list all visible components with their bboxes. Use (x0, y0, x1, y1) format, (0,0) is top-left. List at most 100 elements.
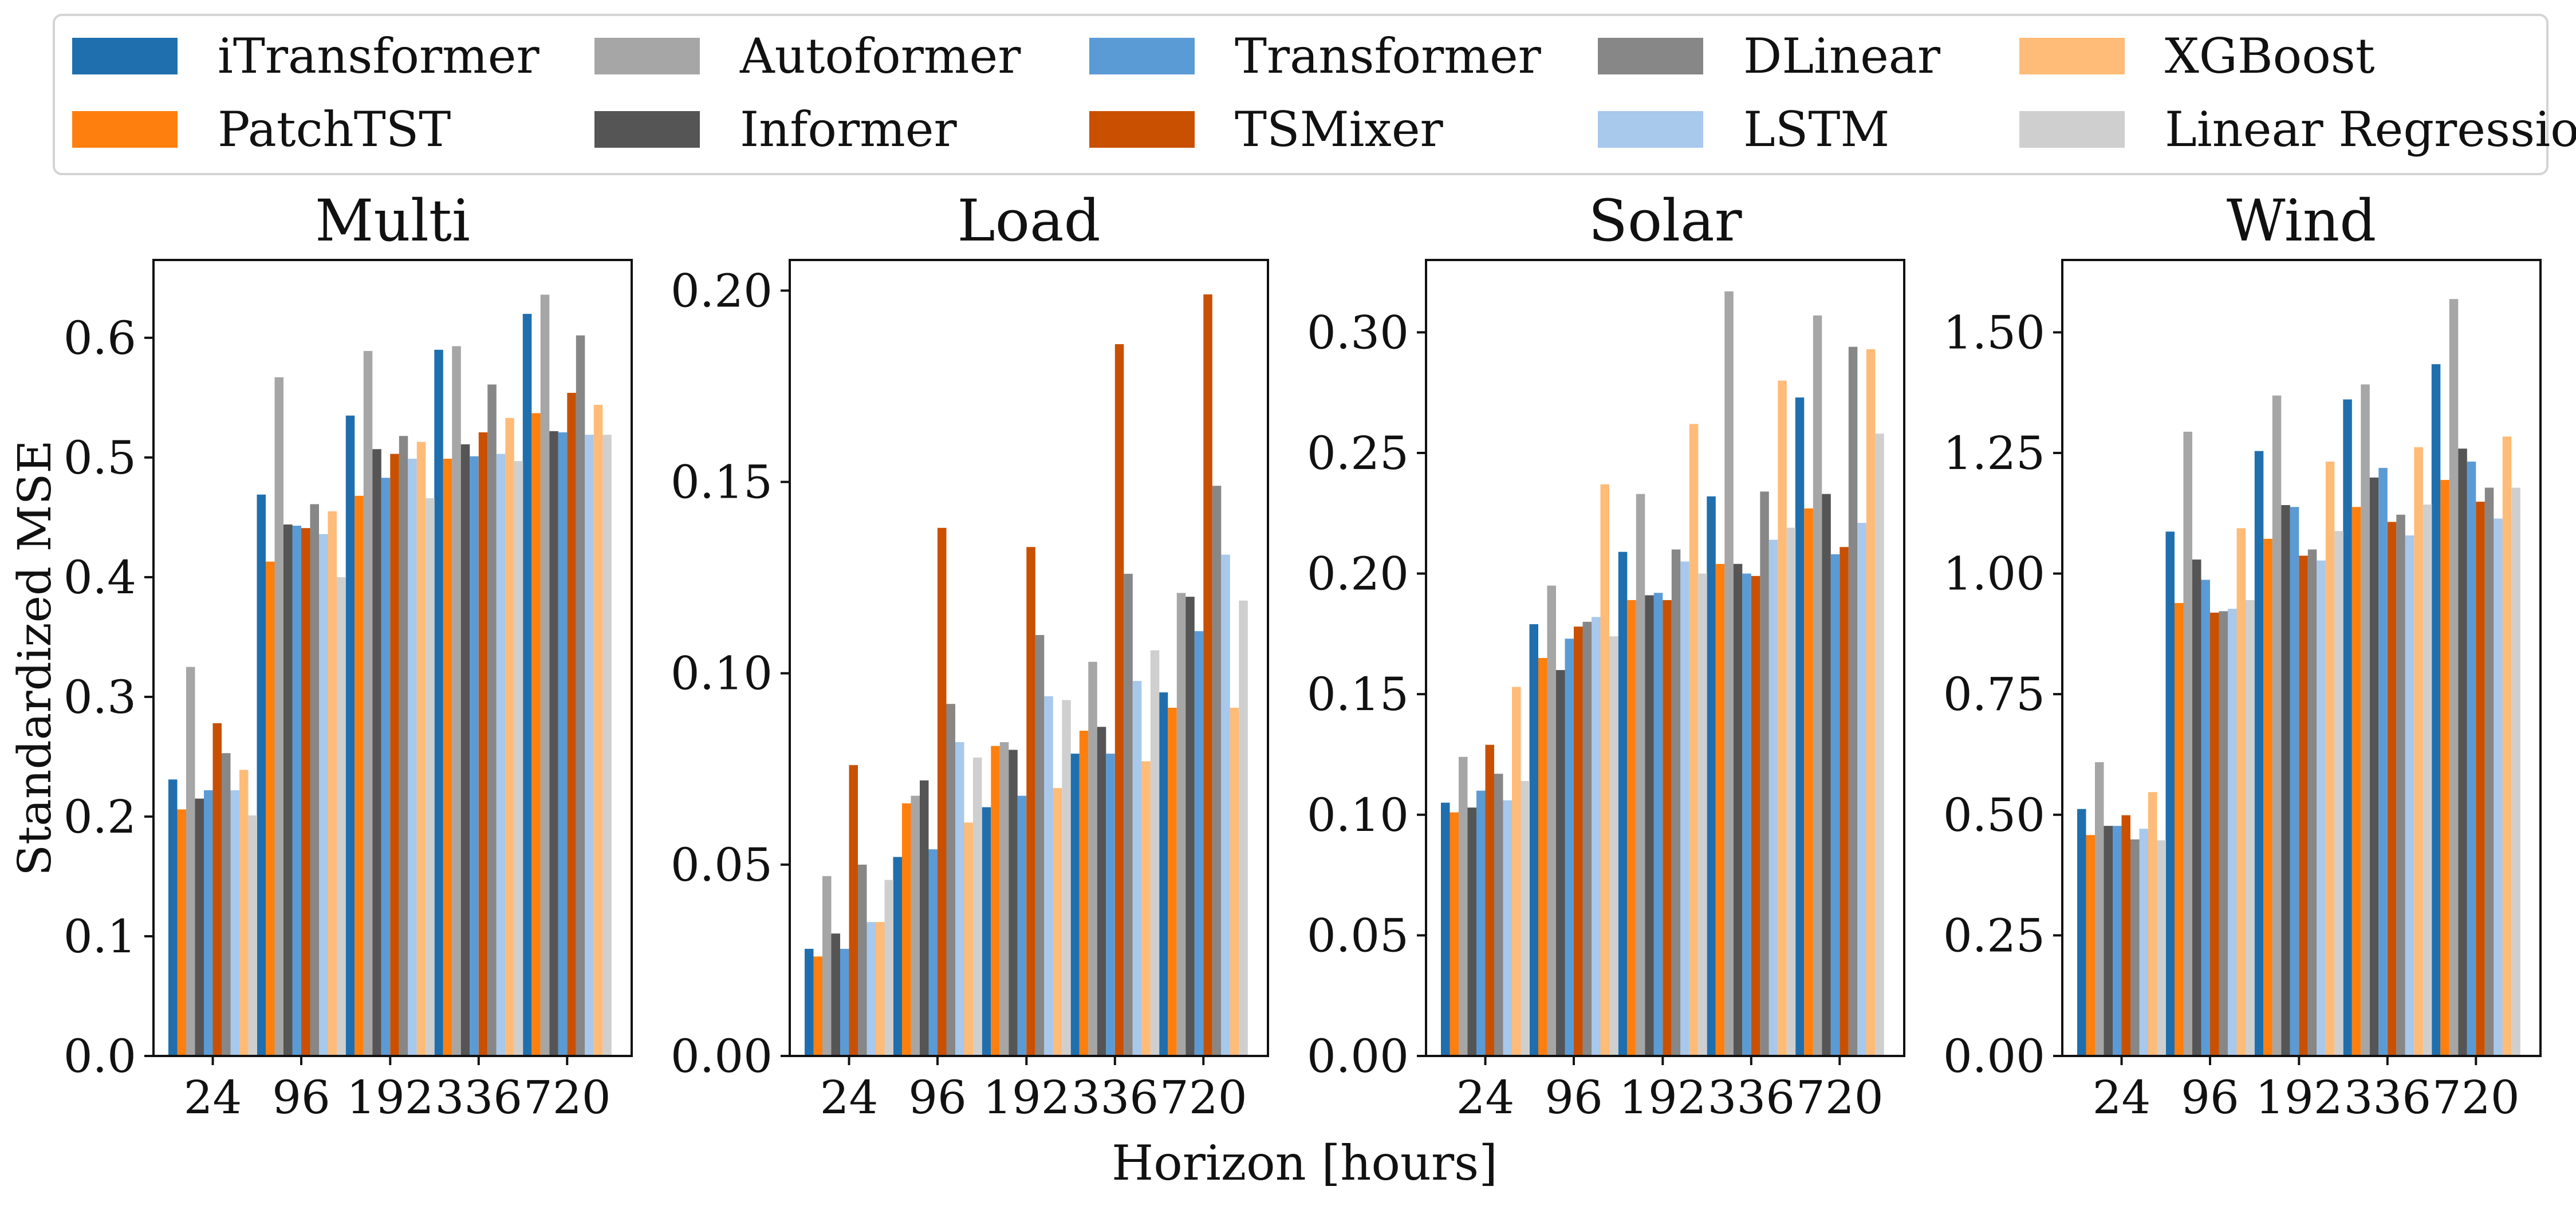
x-tick-label: 24 (2093, 1071, 2151, 1124)
x-tick-label: 96 (272, 1071, 330, 1124)
plot-frame (789, 259, 1269, 1057)
bar-patchtst (902, 803, 911, 1056)
bar-patchtst (1804, 508, 1813, 1056)
legend-label: LSTM (1743, 101, 1890, 157)
x-tick-label: 336 (1071, 1071, 1159, 1124)
bar-transformer (2201, 580, 2210, 1056)
x-tick-label: 720 (523, 1071, 611, 1124)
legend-item: Informer (594, 101, 957, 157)
panel-title: Load (957, 187, 1100, 254)
bar-dlinear (1671, 549, 1681, 1056)
bar-linear-regression (248, 815, 257, 1056)
bar-transformer (2467, 462, 2476, 1056)
bar-linear-regression (1150, 650, 1160, 1056)
bar-itransformer (168, 779, 178, 1056)
x-tick-label: 24 (1456, 1071, 1515, 1124)
bar-informer (195, 798, 204, 1056)
bar-xgboost (1053, 788, 1062, 1056)
x-tick-label: 192 (346, 1071, 434, 1124)
bar-itransformer (1707, 496, 1716, 1056)
bar-xgboost (1689, 424, 1699, 1056)
bar-dlinear (1212, 486, 1222, 1056)
bar-transformer (2290, 507, 2299, 1056)
bar-lstm (2317, 560, 2326, 1056)
bar-autoformer (999, 742, 1009, 1056)
bar-linear-regression (602, 435, 612, 1057)
bar-itransformer (1529, 624, 1538, 1056)
bar-lstm (1592, 617, 1601, 1056)
bar-transformer (1565, 639, 1574, 1056)
bar-autoformer (186, 667, 195, 1056)
legend-swatch (1089, 111, 1195, 148)
bar-dlinear (858, 864, 867, 1056)
bar-transformer (2378, 468, 2388, 1056)
bar-informer (2192, 559, 2201, 1056)
y-tick-label: 0.4 (64, 551, 136, 604)
bar-dlinear (399, 436, 408, 1056)
bar-itransformer (982, 807, 991, 1056)
bar-tsmixer (212, 723, 222, 1056)
bar-informer (1822, 494, 1831, 1056)
bar-xgboost (1512, 687, 1521, 1056)
bar-linear-regression (1875, 433, 1884, 1056)
bar-linear-regression (2157, 840, 2166, 1056)
x-tick-label: 336 (435, 1071, 522, 1124)
y-tick-label: 0.05 (671, 838, 773, 892)
bar-linear-regression (2423, 505, 2432, 1056)
bar-xgboost (1866, 349, 1876, 1056)
bar-lstm (1680, 561, 1689, 1056)
bar-dlinear (1124, 574, 1133, 1056)
bar-tsmixer (938, 527, 947, 1056)
y-tick-label: 0.15 (1307, 668, 1409, 721)
bar-informer (283, 524, 293, 1056)
legend-item: Linear Regression (2019, 101, 2576, 157)
bar-informer (2281, 505, 2290, 1056)
legend-item: PatchTST (72, 101, 451, 157)
bar-itransformer (893, 857, 902, 1056)
bar-linear-regression (337, 577, 346, 1056)
bar-patchtst (2352, 507, 2361, 1056)
bar-dlinear (576, 335, 585, 1057)
bar-transformer (1194, 631, 1204, 1056)
bar-informer (2104, 826, 2113, 1056)
bar-patchtst (443, 459, 452, 1056)
bar-xgboost (964, 822, 973, 1056)
bar-informer (1467, 807, 1476, 1056)
bar-dlinear (2484, 487, 2494, 1056)
bar-tsmixer (2476, 502, 2485, 1056)
bar-informer (460, 444, 470, 1056)
legend-item: TSMixer (1089, 101, 1443, 157)
bar-xgboost (328, 511, 337, 1056)
bar-autoformer (1088, 661, 1097, 1056)
bar-lstm (1857, 523, 1866, 1056)
bar-tsmixer (1485, 744, 1494, 1056)
bar-xgboost (2236, 528, 2246, 1056)
y-tick-label: 1.50 (1943, 306, 2045, 359)
plot-frame (1425, 259, 1905, 1057)
bar-xgboost (1230, 707, 1239, 1056)
bar-autoformer (1724, 291, 1734, 1056)
y-tick-label: 0.25 (1307, 427, 1409, 480)
bar-informer (831, 933, 840, 1056)
bar-dlinear (2307, 549, 2317, 1056)
bar-autoformer (274, 377, 283, 1056)
bar-linear-regression (973, 757, 982, 1057)
bar-tsmixer (2121, 815, 2130, 1056)
y-tick-label: 0.10 (1307, 789, 1409, 842)
x-tick-label: 336 (1707, 1071, 1795, 1124)
bar-patchtst (2440, 480, 2449, 1056)
bar-xgboost (1141, 761, 1151, 1056)
bar-tsmixer (1114, 344, 1124, 1056)
bar-itransformer (434, 349, 443, 1056)
x-tick-label: 24 (820, 1071, 879, 1124)
bar-informer (372, 449, 381, 1056)
legend-swatch (1089, 38, 1195, 74)
y-tick-label: 0.30 (1307, 306, 1409, 359)
y-tick-label: 1.25 (1943, 427, 2045, 480)
bar-transformer (204, 790, 213, 1056)
bar-transformer (558, 432, 568, 1056)
panel-title: Wind (2227, 187, 2376, 254)
panel-title: Solar (1588, 187, 1742, 254)
bar-itransformer (1795, 397, 1805, 1056)
bar-itransformer (1441, 802, 1450, 1056)
